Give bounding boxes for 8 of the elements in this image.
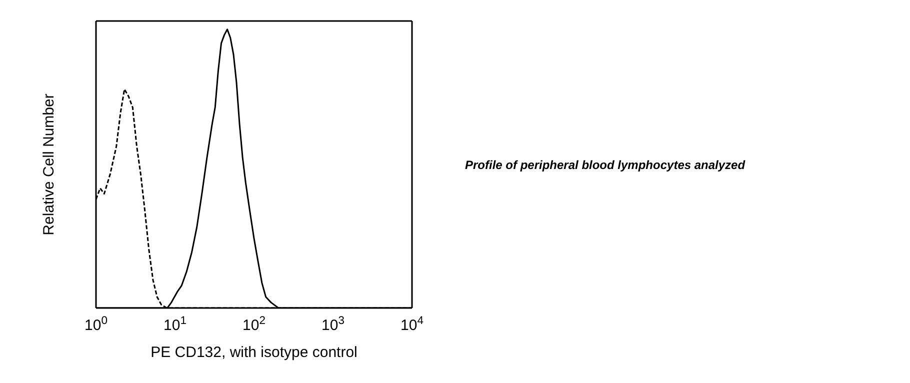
x-tick-label: 10$^{3}$ <box>322 315 344 334</box>
text: Profile of peripheral blood lymphocytes analyzed <box>465 158 746 172</box>
y-axis-title: Relative Cell Number <box>40 94 58 236</box>
x-axis-title: PE CD132, with isotype control <box>150 344 358 361</box>
x-tick-label: 10$^{0}$ <box>84 315 108 334</box>
x-tick-label: 10$^{2}$ <box>242 315 266 334</box>
x-tick-label: 10$^{1}$ <box>164 315 186 334</box>
x-tick-label: 10$^{4}$ <box>400 315 424 334</box>
